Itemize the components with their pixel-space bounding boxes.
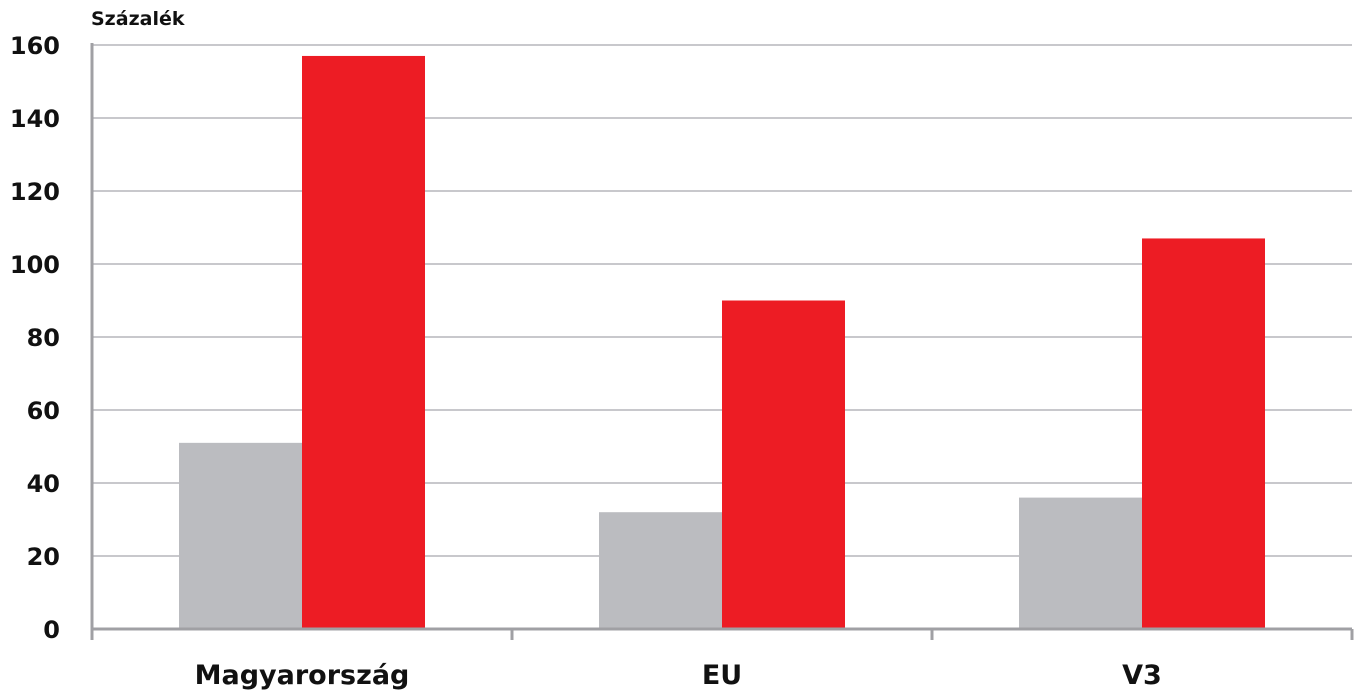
axes [90,43,1354,640]
y-tick-label: 40 [27,470,60,498]
bar-red-0 [302,55,425,629]
y-tick-label: 20 [27,543,60,571]
y-tick-label: 140 [10,105,60,133]
y-tick-label: 100 [10,251,60,279]
y-tick-label: 60 [27,397,60,425]
y-tick-labels: 0 20 40 60 80 100 120 140 160 [10,32,60,644]
bars [179,55,1265,629]
y-tick-label: 0 [43,616,60,644]
x-tick-label: Magyarország [195,660,410,691]
bar-grey-1 [599,512,722,629]
bar-grey-0 [179,442,302,629]
y-axis-label: Százalék [91,8,185,30]
x-tick-label: EU [702,660,742,691]
x-tick-labels: Magyarország EU V3 [195,660,1162,691]
y-tick-label: 160 [10,32,60,60]
y-tick-label: 120 [10,178,60,206]
y-tick-label: 80 [27,324,60,352]
bar-red-1 [722,300,845,629]
bar-red-2 [1142,238,1265,629]
bar-grey-2 [1019,497,1142,629]
x-tick-label: V3 [1122,660,1162,691]
